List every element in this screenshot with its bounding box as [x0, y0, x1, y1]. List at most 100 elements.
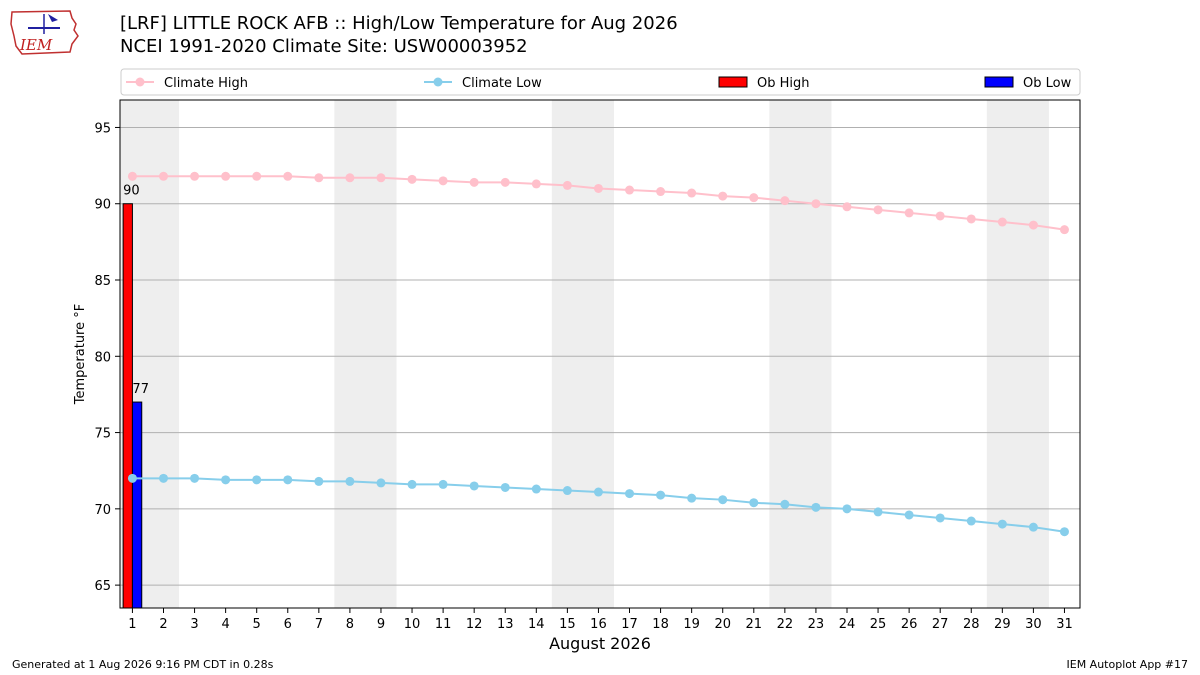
x-tick-label: 17 — [621, 617, 638, 632]
x-tick-label: 19 — [683, 617, 700, 632]
climate-low-point — [625, 489, 635, 499]
climate-high-point — [562, 180, 572, 190]
climate-high-point — [500, 177, 510, 187]
climate-low-point — [749, 498, 759, 508]
legend-ob-high-text: Ob High — [757, 76, 810, 91]
generated-timestamp: Generated at 1 Aug 2026 9:16 PM CDT in 0… — [12, 658, 274, 671]
title-line-2: NCEI 1991-2020 Climate Site: USW00003952 — [120, 36, 528, 57]
grid-lines — [120, 126, 1080, 586]
climate-high-point — [718, 191, 728, 201]
legend-climate-high-marker — [135, 77, 145, 87]
climate-low-point — [190, 473, 200, 483]
x-tick-label: 10 — [404, 617, 421, 632]
x-tick-label: 24 — [839, 617, 856, 632]
app-label: IEM Autoplot App #17 — [1066, 658, 1189, 671]
x-tick-label: 28 — [963, 617, 980, 632]
climate-high-point — [314, 173, 324, 183]
legend: Climate High Climate Low Ob High Ob Low — [120, 68, 1081, 96]
climate-high-point — [158, 171, 168, 181]
climate-low-point — [283, 475, 293, 485]
climate-high-point — [127, 171, 137, 181]
x-tick-label: 9 — [377, 617, 385, 632]
climate-low-point — [1028, 522, 1038, 532]
climate-low-point — [1059, 527, 1069, 537]
climate-low-point — [127, 473, 137, 483]
x-tick-label: 4 — [221, 617, 229, 632]
x-tick-label: 14 — [528, 617, 545, 632]
climate-high-point — [966, 214, 976, 224]
x-tick-label: 12 — [466, 617, 483, 632]
climate-high-point — [1028, 220, 1038, 230]
climate-low-point — [687, 493, 697, 503]
climate-high-point — [749, 193, 759, 203]
climate-high-point — [935, 211, 945, 221]
x-tick-label: 16 — [590, 617, 607, 632]
x-tick-label: 21 — [746, 617, 763, 632]
x-tick-label: 5 — [253, 617, 261, 632]
legend-box — [120, 68, 1081, 96]
x-tick-label: 15 — [559, 617, 576, 632]
climate-low-point — [252, 475, 262, 485]
legend-climate-low-marker — [433, 77, 443, 87]
climate-low-point — [531, 484, 541, 494]
climate-high-point — [531, 179, 541, 189]
x-tick-label: 6 — [284, 617, 292, 632]
climate-low-point — [656, 490, 666, 500]
legend-ob-low-text: Ob Low — [1023, 76, 1072, 91]
chart-title: [LRF] LITTLE ROCK AFB :: High/Low Temper… — [120, 12, 678, 58]
x-tick-label: 11 — [435, 617, 452, 632]
climate-high-point — [842, 202, 852, 212]
climate-high-point — [593, 183, 603, 193]
x-tick-label: 13 — [497, 617, 514, 632]
climate-high-point — [811, 199, 821, 209]
climate-high-point — [469, 177, 479, 187]
x-tick-label: 29 — [994, 617, 1011, 632]
climate-high-point — [221, 171, 231, 181]
climate-high-point — [438, 176, 448, 186]
climate-high-point — [656, 187, 666, 197]
climate-low-point — [997, 519, 1007, 529]
x-tick-label: 23 — [808, 617, 825, 632]
climate-high-point — [283, 171, 293, 181]
climate-low-point — [158, 473, 168, 483]
climate-high-point — [780, 196, 790, 206]
climate-low-point — [593, 487, 603, 497]
climate-high-point — [687, 188, 697, 198]
climate-high-point — [376, 173, 386, 183]
y-tick-label: 95 — [94, 121, 111, 136]
climate-high-point — [345, 173, 355, 183]
climate-low-point — [407, 479, 417, 489]
y-tick-label: 75 — [94, 427, 111, 442]
observation-bars: 90 77 — [122, 184, 149, 609]
y-tick-label: 90 — [94, 198, 111, 213]
climate-low-point — [842, 504, 852, 514]
x-tick-label: 31 — [1056, 617, 1073, 632]
climate-high-point — [997, 217, 1007, 227]
x-tick-label: 27 — [932, 617, 949, 632]
climate-high-point — [1059, 225, 1069, 235]
y-tick-label: 65 — [94, 579, 111, 594]
climate-low-point — [345, 476, 355, 486]
ob-high-bar — [122, 203, 133, 609]
y-tick-label: 70 — [94, 503, 111, 518]
x-tick-label: 7 — [315, 617, 323, 632]
y-tick-label: 85 — [94, 274, 111, 289]
x-tick-label: 2 — [159, 617, 167, 632]
climate-low-point — [718, 495, 728, 505]
climate-high-point — [252, 171, 262, 181]
x-tick-label: 8 — [346, 617, 354, 632]
x-tick-label: 22 — [777, 617, 794, 632]
x-axis-label: August 2026 — [549, 634, 651, 653]
x-tick-label: 26 — [901, 617, 918, 632]
climate-low-point — [562, 486, 572, 496]
x-tick-label: 18 — [652, 617, 669, 632]
climate-high-point — [407, 174, 417, 184]
climate-lines — [127, 171, 1069, 537]
y-tick-label: 80 — [94, 350, 111, 365]
climate-low-point — [873, 507, 883, 517]
weekend-band — [334, 100, 397, 608]
climate-low-point — [376, 478, 386, 488]
climate-high-point — [873, 205, 883, 215]
